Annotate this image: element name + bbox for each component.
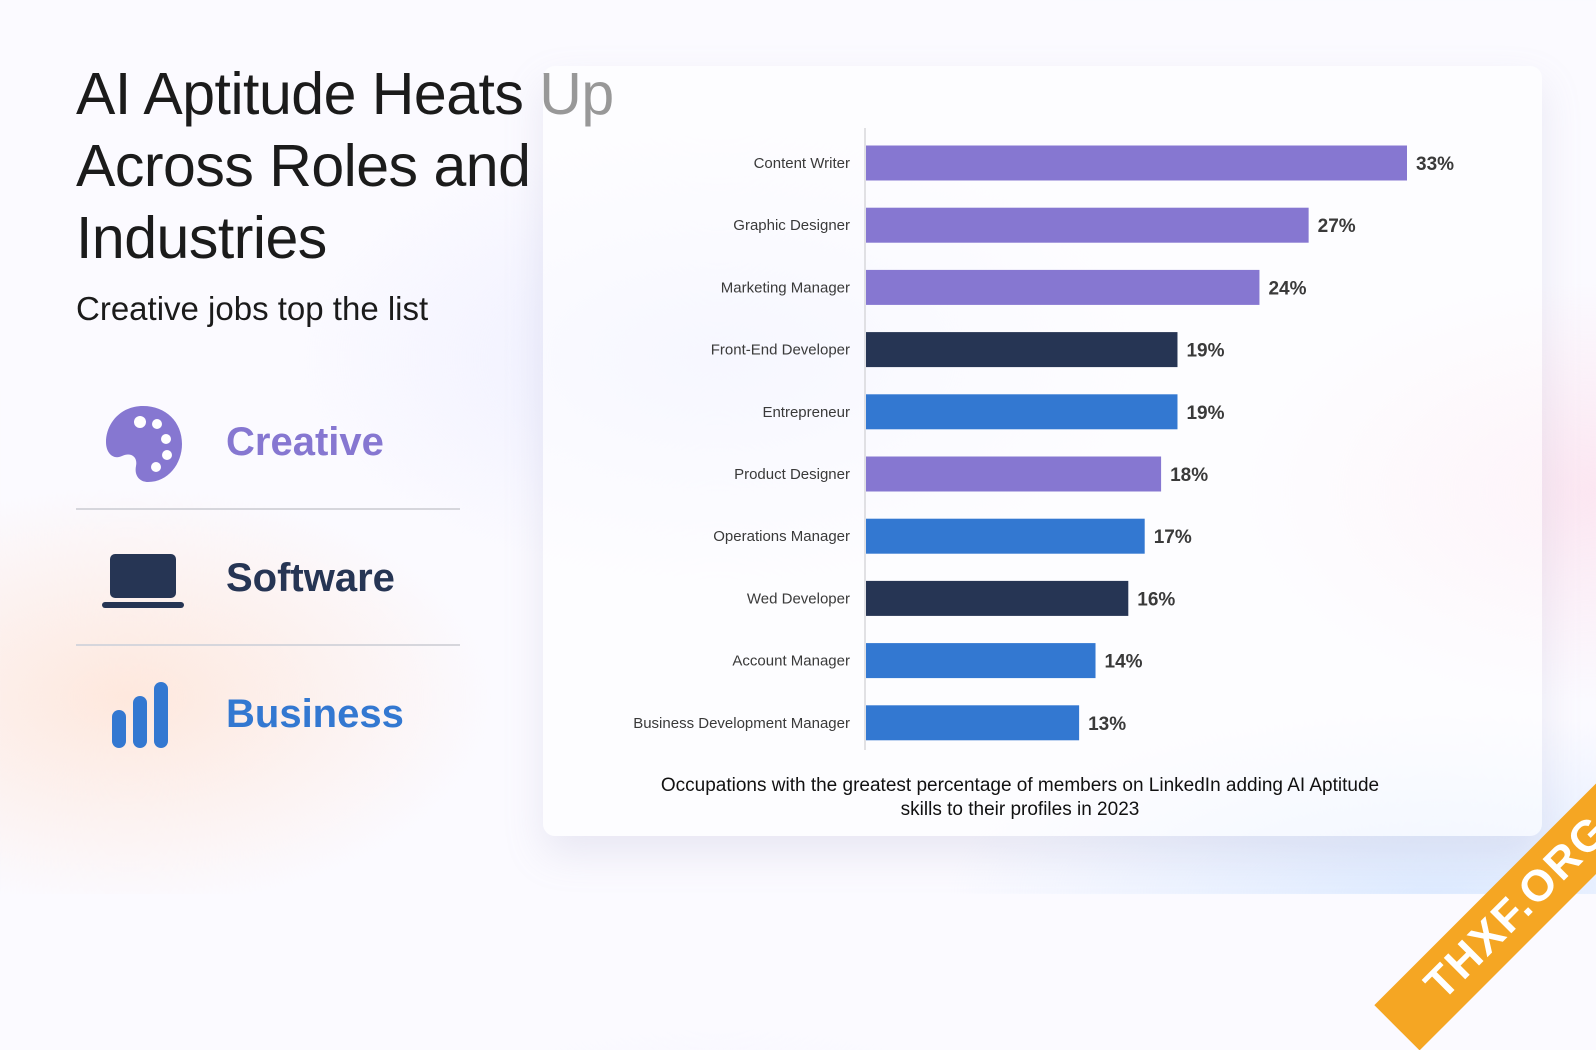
category-label: Wed Developer — [747, 590, 850, 607]
category-label: Graphic Designer — [733, 217, 850, 234]
legend-label-software: Software — [226, 556, 395, 600]
palette-icon — [106, 406, 182, 482]
data-label: 16% — [1137, 589, 1175, 610]
bar-chart: Content Writer 33% Graphic Designer 27% Mark… — [633, 128, 1454, 750]
laptop-icon — [102, 554, 184, 608]
data-label: 24% — [1268, 278, 1306, 299]
bar — [866, 580, 1129, 616]
category-label: Front-End Developer — [711, 342, 850, 359]
category-label: Operations Manager — [713, 528, 850, 545]
data-label: 17% — [1154, 527, 1192, 548]
data-label: 19% — [1186, 341, 1224, 362]
data-label: 14% — [1105, 652, 1143, 673]
data-label: 13% — [1088, 714, 1126, 735]
category-label: Product Designer — [734, 466, 850, 483]
legend-item-creative: Creative — [76, 374, 460, 510]
page-subtitle: Creative jobs top the list — [76, 290, 429, 327]
legend-divider — [76, 508, 460, 510]
data-label: 33% — [1416, 154, 1454, 175]
chart-caption: Occupations with the greatest percentage… — [660, 775, 1380, 820]
category-label: Entrepreneur — [762, 404, 850, 421]
category-label: Content Writer — [754, 155, 850, 172]
legend-divider — [76, 644, 460, 646]
bar — [866, 518, 1145, 554]
bar — [866, 269, 1260, 305]
legend-label-business: Business — [226, 692, 404, 736]
bar — [866, 394, 1178, 430]
bar-chart-icon — [112, 682, 168, 748]
legend-item-software: Software — [76, 510, 460, 646]
data-label: 27% — [1318, 216, 1356, 237]
bar — [866, 456, 1162, 492]
bar — [866, 332, 1178, 368]
legend-label-creative: Creative — [226, 420, 384, 464]
bar — [866, 145, 1407, 181]
data-label: 19% — [1186, 403, 1224, 424]
category-label: Business Development Manager — [633, 715, 850, 732]
bar — [866, 643, 1096, 679]
data-label: 18% — [1170, 465, 1208, 486]
page-title: AI Aptitude Heats Up Across Roles and In… — [76, 61, 614, 271]
legend-item-business: Business — [76, 646, 460, 782]
bar — [866, 705, 1080, 741]
category-label: Marketing Manager — [721, 279, 850, 296]
category-label: Account Manager — [732, 653, 850, 670]
bar — [866, 207, 1309, 243]
